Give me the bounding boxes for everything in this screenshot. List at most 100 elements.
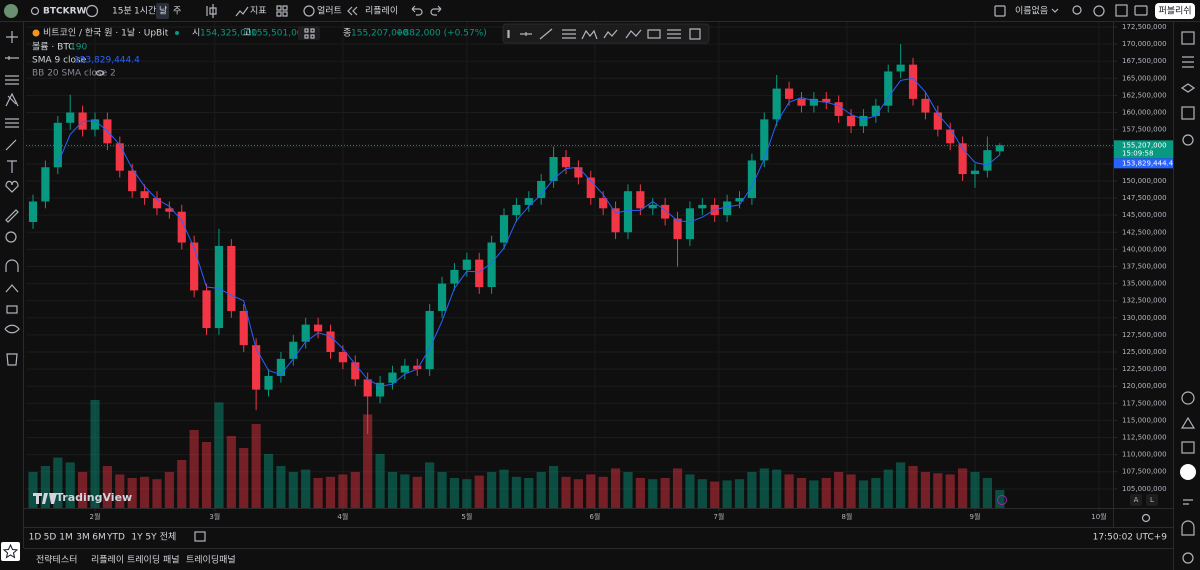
candle-body <box>896 64 905 72</box>
undo[interactable] <box>411 5 423 16</box>
hidden-icon[interactable] <box>95 70 105 76</box>
candle-body <box>388 372 397 383</box>
candle-body <box>983 150 992 171</box>
candle-body <box>190 242 199 291</box>
go-to-date[interactable] <box>194 531 206 542</box>
candle-body <box>958 143 967 175</box>
legend-toggle[interactable] <box>298 26 320 40</box>
grid <box>26 22 1113 508</box>
panel-tab[interactable]: 리플레이 트레이딩 패널 <box>91 555 180 566</box>
legend-high: 155,501,000 <box>251 29 309 39</box>
axis-settings[interactable] <box>1141 513 1151 523</box>
volume-bar <box>201 442 212 508</box>
y-tick-label: 125,000,000 <box>1122 348 1167 356</box>
y-tick-label: 172,500,000 <box>1122 23 1167 31</box>
volume-bar <box>425 462 435 508</box>
layout-name[interactable]: 이름없음 <box>1015 6 1048 17</box>
auto-scale-button[interactable] <box>1130 494 1142 506</box>
compare-button[interactable] <box>85 4 99 18</box>
range-button[interactable]: 5Y <box>145 533 157 543</box>
volume-bar <box>251 424 261 508</box>
y-tick-label: 157,500,000 <box>1122 126 1167 134</box>
alert-icon[interactable] <box>303 5 315 17</box>
panel-tab[interactable]: 전략테스터 <box>36 554 77 566</box>
y-tick-label: 130,000,000 <box>1122 314 1167 322</box>
volume-bar <box>821 478 831 508</box>
settings[interactable] <box>1093 5 1105 17</box>
event-marker[interactable] <box>997 495 1007 505</box>
y-tick-label: 117,500,000 <box>1122 399 1167 407</box>
candle-body <box>685 208 695 240</box>
y-tick-label: 140,000,000 <box>1122 245 1167 253</box>
volume-bar <box>437 472 447 508</box>
clock[interactable]: 17:50:02 UTC+9 <box>1093 533 1168 543</box>
watchlist-button[interactable] <box>1 542 20 561</box>
interval[interactable]: 15분 <box>112 6 132 17</box>
range-button[interactable]: 1D <box>29 533 42 543</box>
volume-bar <box>127 478 137 508</box>
candle-body <box>723 201 732 216</box>
templates-icon[interactable] <box>276 5 288 17</box>
volume-bar <box>685 474 695 508</box>
candle-body <box>561 156 571 168</box>
candle-body <box>537 180 546 199</box>
volume-bar <box>908 466 918 508</box>
star-icon[interactable] <box>2 543 19 559</box>
range-button[interactable]: 6M <box>92 533 106 543</box>
auto-scale-label[interactable]: A <box>1134 496 1139 504</box>
interval[interactable]: 주 <box>173 6 181 17</box>
search[interactable] <box>1072 5 1082 15</box>
candle-body <box>239 310 248 346</box>
volume-bar <box>40 466 51 508</box>
price-label-box <box>1114 140 1173 159</box>
replay-button[interactable]: 리플레이 <box>365 6 398 17</box>
drawing-tools[interactable] <box>4 31 20 366</box>
right-sidebar[interactable] <box>1180 31 1196 564</box>
replay-icon[interactable] <box>347 6 358 16</box>
indicator-icon[interactable] <box>235 6 249 17</box>
redo[interactable] <box>430 5 442 16</box>
volume-value: 190 <box>70 43 87 53</box>
candle-body <box>834 102 843 116</box>
layout-icon[interactable] <box>994 5 1006 17</box>
log-scale-label[interactable]: L <box>1150 496 1154 504</box>
bb-label: BB 20 SMA close 2 <box>32 69 116 79</box>
range-button[interactable]: 1Y <box>131 533 143 543</box>
candle-body <box>425 310 434 370</box>
legend-toggle-icon[interactable] <box>304 28 315 39</box>
avatar[interactable] <box>4 4 18 18</box>
log-scale-button[interactable] <box>1146 494 1158 506</box>
candle-body <box>289 341 298 359</box>
volume-bar <box>325 476 336 508</box>
y-tick-label: 142,500,000 <box>1122 228 1167 236</box>
volume-bar <box>338 474 348 508</box>
fullscreen[interactable] <box>1115 4 1128 17</box>
candle-body <box>326 331 335 352</box>
search-icon[interactable] <box>30 6 40 16</box>
alert-button[interactable]: 얼러트 <box>317 6 342 17</box>
market-status <box>175 31 179 35</box>
range-button[interactable]: 전체 <box>160 532 177 543</box>
interval[interactable]: 날 <box>159 6 167 17</box>
floating-tools[interactable] <box>507 28 701 40</box>
panel-tab[interactable]: 트레이딩패널 <box>186 555 236 566</box>
candle-body <box>809 98 818 106</box>
range-button[interactable]: YTD <box>106 533 125 543</box>
publish-label[interactable]: 퍼블리쉬 <box>1158 6 1191 17</box>
range-button[interactable]: 3M <box>76 533 90 543</box>
snapshot[interactable] <box>1134 5 1148 16</box>
range-button[interactable]: 1M <box>59 533 73 543</box>
price-label: 155,207,000 <box>1122 141 1167 149</box>
candle-body <box>375 382 385 397</box>
symbol[interactable]: BTCKRW <box>43 7 87 17</box>
publish-button[interactable] <box>1155 3 1195 19</box>
chart-type-icon[interactable] <box>206 4 217 18</box>
interval[interactable]: 1시간 <box>134 6 156 17</box>
logo-mark <box>33 493 57 504</box>
candle-body <box>227 245 236 311</box>
volume-bar <box>524 478 534 508</box>
volume-bar <box>536 472 546 508</box>
dropdown[interactable] <box>1051 8 1059 13</box>
indicators-button[interactable]: 지표 <box>250 6 267 17</box>
range-button[interactable]: 5D <box>44 533 57 543</box>
